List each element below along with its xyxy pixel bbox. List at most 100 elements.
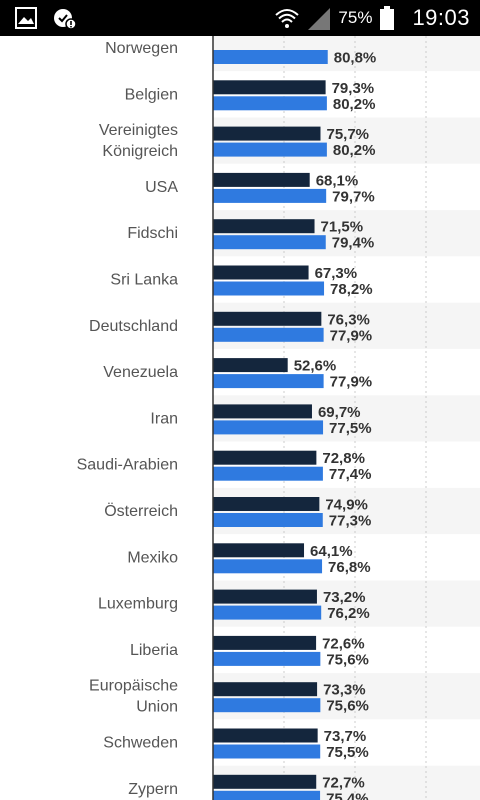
value-label-series-1: 72,8% [322,450,365,467]
bar-series-2 [213,744,321,759]
bar-series-1 [213,728,318,743]
value-label-series-2: 75,5% [326,744,369,761]
bar-series-2 [213,651,321,666]
value-label-series-2: 76,2% [327,605,370,622]
value-label-series-1: 72,7% [322,774,365,791]
category-label: Saudi-Arabien [77,457,178,474]
category-label: Mexiko [127,549,178,566]
category-label-line: Europäische [89,678,178,695]
category-label-line: Schweden [103,735,178,752]
category-label-line: Norwegen [105,40,178,57]
bar-series-1 [213,589,317,604]
category-label-line: Mexiko [127,549,178,566]
value-label-series-1: 79,3% [332,80,375,97]
value-label-series-2: 75,6% [326,698,369,715]
category-label: Vereinigtes Königreich [99,122,178,160]
bar-series-2 [213,790,321,800]
value-label-series-2: 80,2% [333,96,376,113]
value-label-series-2: 80,2% [333,142,376,159]
bar-series-1 [213,774,317,789]
bar-series-2 [213,142,327,157]
category-label: Liberia [130,642,178,659]
value-label-series-1: 52,6% [294,358,337,375]
wifi-icon [274,6,300,30]
bar-series-1 [213,682,318,697]
category-label: Europäische Union [89,678,178,716]
notification-badge-icon [52,6,77,30]
value-label-series-2: 75,6% [326,651,369,668]
category-label-line: Iran [150,410,178,427]
bar-series-2 [213,698,321,713]
gallery-icon [14,6,38,30]
bar-series-2 [213,420,324,435]
category-label-line: Königreich [102,143,178,160]
bar-series-2 [213,188,327,203]
bar-series-2 [213,374,324,389]
bar-series-2 [213,235,326,250]
bar-series-2 [213,559,323,574]
status-bar: 75% 19:03 [0,0,480,36]
bar-series-1 [213,126,321,141]
category-label-line: Belgien [125,86,178,103]
chart-area: Norwegen 80,8% Belgien 79,3% 80,2% Vereinigte… [0,36,480,800]
value-label-series-2: 77,4% [329,466,372,483]
value-label-series-1: 73,2% [323,589,366,606]
category-label: Venezuela [103,364,178,381]
bar-series-2 [213,605,322,620]
value-label-series-2: 78,2% [330,281,373,298]
category-label: Fidschi [127,225,178,242]
category-label-line: Vereinigtes [99,122,178,139]
category-label: Iran [150,410,178,427]
bar-series-1 [213,497,320,511]
value-label-series-1: 67,3% [315,265,358,282]
bar-series-1 [213,358,288,373]
category-label-line: Zypern [128,781,178,798]
category-label: Sri Lanka [110,272,178,289]
value-label-series-2: 77,9% [330,327,373,344]
value-label-series-1: 69,7% [318,404,361,421]
clock: 19:03 [412,5,470,30]
category-label: Österreich [104,502,178,520]
value-label-series-2: 77,9% [330,374,373,391]
value-label-series-1: 68,1% [316,172,359,189]
value-label-series-1: 72,6% [322,635,365,652]
battery-icon [380,6,404,30]
bar-series-2 [213,327,324,342]
value-label-series-1: 76,3% [327,311,370,328]
category-label: Deutschland [89,318,178,335]
value-label-series-1: 75,7% [326,126,369,143]
value-label-series-1: 64,1% [310,543,353,560]
category-label: Schweden [103,735,178,752]
category-label-line: Luxemburg [98,596,178,613]
value-label-series-1: 73,7% [324,728,367,745]
bar-series-1 [213,635,317,650]
category-label-line: Deutschland [89,318,178,335]
bar-series-1 [213,543,305,558]
bar-series-1 [213,404,312,419]
category-label-line: Fidschi [127,225,178,242]
bar-series-2 [213,96,327,111]
value-label-series-2: 77,5% [329,420,372,437]
bar-series-1 [213,265,309,280]
value-label-series-1: 71,5% [321,219,364,236]
category-label-line: USA [145,179,178,196]
category-label-line: Sri Lanka [110,272,178,289]
value-label-series-2: 79,4% [332,235,375,252]
category-label-line: Venezuela [103,364,178,381]
category-label: USA [145,179,178,196]
value-label-series-2: 75,4% [326,790,369,800]
category-label-line: Saudi-Arabien [77,457,178,474]
category-label: Belgien [125,86,178,103]
signal-icon [306,6,331,30]
bar-series-1 [213,172,310,187]
bar-series-1 [213,450,317,465]
value-label-series-2: 80,8% [334,50,377,67]
category-label-line: Liberia [130,642,178,659]
bar-series-1 [213,80,326,95]
value-label-series-1: 74,9% [325,497,368,514]
bar-series-1 [213,311,322,326]
battery-percentage: 75% [338,8,373,27]
value-label-series-2: 77,3% [329,513,372,530]
category-label: Norwegen [105,40,178,57]
